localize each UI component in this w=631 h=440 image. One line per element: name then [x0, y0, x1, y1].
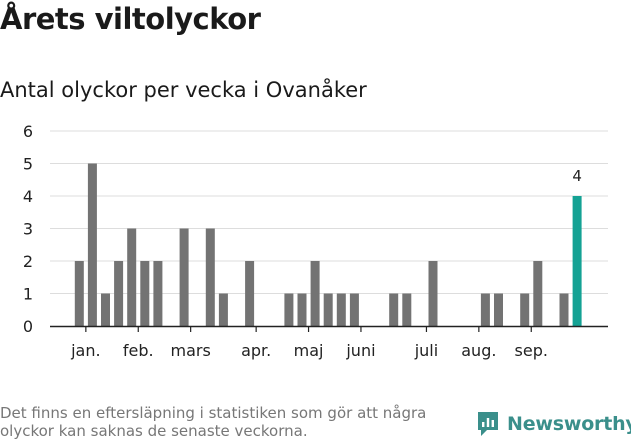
x-tick-label-jan: jan.	[70, 341, 100, 360]
y-axis-tick-labels: 0 1 2 3 4 5 6	[23, 122, 33, 336]
y-tick-label: 4	[23, 187, 33, 206]
bar-week-14	[245, 261, 255, 326]
y-tick-label: 5	[23, 155, 33, 174]
x-tick-label-aug: aug.	[461, 341, 496, 360]
bar-week-28	[428, 261, 438, 326]
bar-week-3	[101, 293, 110, 326]
chart-title: Årets viltolyckor	[0, 2, 261, 36]
x-tick-label-feb: feb.	[123, 341, 154, 360]
bar-week-11	[205, 228, 215, 326]
bar-week-21	[336, 293, 346, 326]
x-tick-label-juli: juli	[414, 341, 438, 360]
x-tick-label-apr: apr.	[241, 341, 271, 360]
y-tick-label: 3	[23, 220, 33, 239]
bar-week-2	[87, 163, 97, 326]
bar-week-25	[389, 293, 399, 326]
x-axis: jan. feb. mars apr. maj juni juli aug. sep.	[50, 325, 608, 360]
y-tick-label: 0	[23, 317, 33, 336]
bar-week-19	[310, 261, 320, 326]
bar-week-18	[297, 293, 307, 326]
bar-week-20	[323, 293, 333, 326]
bar-week-35	[520, 293, 530, 326]
bar-week-38	[559, 293, 569, 326]
newsworthy-logo-icon	[478, 412, 498, 436]
data-labels: 4	[572, 167, 582, 185]
bar-week-6	[140, 261, 150, 326]
brand-logo[interactable]: Newsworthy	[476, 408, 631, 440]
bar-week-1	[74, 261, 84, 326]
y-tick-label: 6	[23, 122, 33, 141]
x-tick-label-juni: juni	[345, 341, 375, 360]
bars	[74, 163, 582, 326]
bar-week-22	[349, 293, 359, 326]
bar-week-32	[480, 293, 490, 326]
chart-subtitle: Antal olyckor per vecka i Ovanåker	[0, 78, 367, 102]
x-tick-label-mars: mars	[170, 341, 210, 360]
bar-week-36	[533, 261, 543, 326]
bar-week-17	[284, 293, 294, 326]
bar-week-26	[402, 293, 412, 326]
weekly-accidents-bar-chart: 0 1 2 3 4 5 6 4 jan. feb. mars apr. maj juni juli aug…	[23, 122, 608, 360]
x-tick-label-maj: maj	[294, 341, 324, 360]
y-tick-label: 1	[23, 285, 33, 304]
y-tick-label: 2	[23, 252, 33, 271]
bar-week-12	[218, 293, 228, 326]
bar-week-9	[179, 228, 189, 326]
x-tick-label-sep: sep.	[515, 341, 548, 360]
footnote: Det finns en eftersläpning i statistiken…	[0, 404, 427, 440]
bar-week-5	[127, 228, 137, 326]
brand-name: Newsworthy	[507, 413, 631, 435]
data-label-week-39: 4	[572, 167, 582, 185]
bar-week-39	[572, 196, 582, 326]
bar-week-4	[114, 261, 124, 326]
bar-week-7	[153, 261, 163, 326]
bar-week-33	[494, 293, 503, 326]
